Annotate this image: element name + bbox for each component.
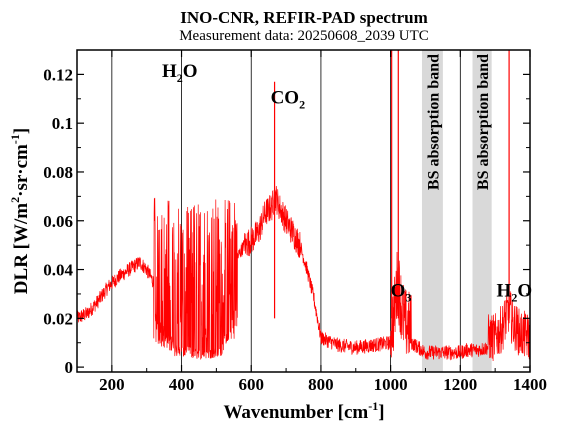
- x-tick-label-6: 1400: [513, 375, 547, 394]
- x-tick-label-2: 600: [238, 375, 264, 394]
- plot-frame: [76, 49, 531, 373]
- band-label-1: BS absorption band: [475, 54, 492, 190]
- ticks-layer: 200 400 600 800 1000 1200 1400 0 0.02 0.04 0.06 0.0…: [43, 50, 547, 394]
- y-tick-label-4: 0.08: [43, 163, 73, 182]
- annotation-3: H2O: [497, 280, 533, 304]
- x-tick-label-5: 1200: [443, 375, 477, 394]
- bands-layer: BS absorption band BS absorption band: [421, 50, 492, 372]
- y-tick-label-1: 0.02: [43, 309, 73, 328]
- x-tick-label-4: 1000: [374, 375, 408, 394]
- x-tick-label-3: 800: [308, 375, 334, 394]
- y-tick-label-6: 0.12: [43, 65, 73, 84]
- y-tick-label-5: 0.1: [52, 114, 73, 133]
- annotation-0: H2O: [162, 61, 198, 85]
- x-tick-label-0: 200: [99, 375, 125, 394]
- y-tick-label-3: 0.06: [43, 212, 73, 231]
- band-0: [421, 50, 443, 372]
- x-axis-label: Wavenumber [cm-1]: [223, 399, 384, 423]
- band-label-0: BS absorption band: [425, 54, 442, 190]
- y-tick-label-0: 0: [65, 358, 74, 377]
- spectrum-line: [76, 185, 531, 362]
- series-layer: [76, 50, 531, 362]
- x-tick-label-1: 400: [169, 375, 195, 394]
- y-axis-label: DLR [W/m2·sr·cm-1]: [8, 128, 32, 294]
- y-tick-label-2: 0.04: [43, 261, 73, 280]
- annotation-1: CO2: [271, 88, 306, 112]
- annotation-2: O3: [391, 280, 412, 304]
- chart-subtitle: Measurement data: 20250608_2039 UTC: [179, 28, 429, 44]
- band-1: [472, 50, 492, 372]
- annotations-layer: H2O CO2 O3 H2O: [162, 61, 532, 305]
- chart-title: INO-CNR, REFIR-PAD spectrum: [180, 8, 428, 27]
